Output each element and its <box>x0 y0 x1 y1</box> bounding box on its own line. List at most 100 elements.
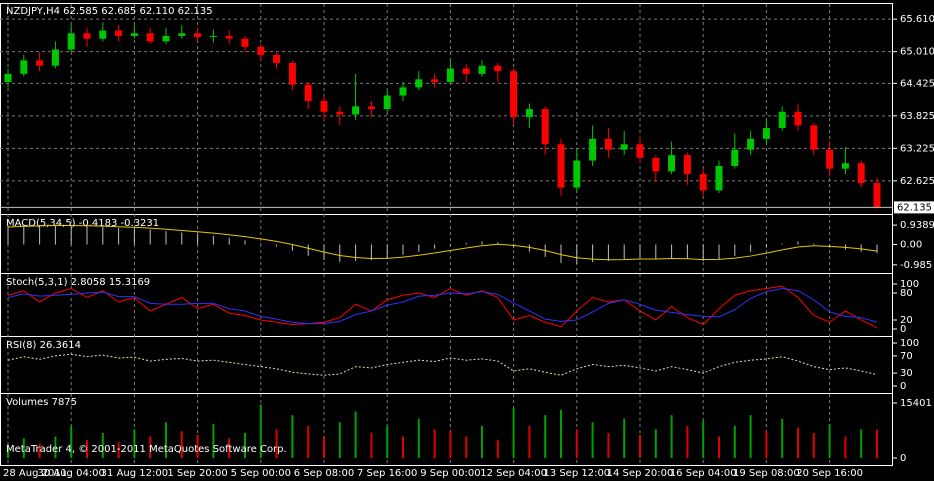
rsi-line <box>7 353 878 376</box>
x-tick-label: 5 Sep 00:00 <box>231 468 291 479</box>
chart-frame <box>0 3 893 466</box>
candle-body <box>115 30 123 36</box>
candle-body <box>4 73 12 82</box>
y-tick-label: 70 <box>900 351 913 362</box>
candle-body <box>67 33 75 50</box>
candle-body <box>178 33 186 36</box>
footer: MetaTrader 4, © 2001-2011 MetaQuotes Sof… <box>6 444 287 455</box>
candle-body <box>288 63 296 85</box>
y-tick-label: 0.9389 <box>900 220 934 231</box>
y-tick-label: 20 <box>900 315 913 326</box>
candle-body <box>462 68 470 74</box>
candle-body <box>209 35 217 38</box>
candle-body <box>794 111 802 126</box>
candle-body <box>636 144 644 158</box>
candle-body <box>241 38 249 47</box>
candle-body <box>525 109 533 118</box>
candle-body <box>83 33 91 39</box>
candle-body <box>446 68 454 82</box>
candle-body <box>383 95 391 110</box>
candle-body <box>541 109 549 145</box>
candle-body <box>589 138 597 161</box>
y-tick-label: 64.425 <box>900 78 934 89</box>
pane-title: RSI(8) 26.3614 <box>6 340 81 351</box>
x-tick-label: 20 Sep 16:00 <box>796 468 863 479</box>
candle-body <box>857 163 865 184</box>
y-tick-label: 0.00 <box>900 240 922 251</box>
candle-body <box>51 49 59 66</box>
candle-body <box>841 163 849 169</box>
candle-body <box>731 149 739 166</box>
x-tick-label: 13 Sep 12:00 <box>543 468 610 479</box>
candle-body <box>778 111 786 129</box>
y-tick-label: 65.610 <box>900 14 934 25</box>
x-tick-label: 19 Sep 08:00 <box>733 468 800 479</box>
pane-title: Stoch(5,3,1) 2.8058 15.3169 <box>6 277 150 288</box>
y-tick-label: 80 <box>900 288 913 299</box>
x-tick-label: 6 Sep 08:00 <box>294 468 354 479</box>
y-tick-label: 63.825 <box>900 111 934 122</box>
candle-body <box>494 65 502 72</box>
candle-body <box>130 33 138 36</box>
candle-body <box>620 144 628 150</box>
y-tick-label: 0 <box>900 324 906 335</box>
y-tick-label: 100 <box>900 338 919 349</box>
pane-title: MACD(5,34,5) -0.4183 -0.3231 <box>6 218 159 229</box>
candle-body <box>810 125 818 150</box>
candle-body <box>20 60 28 74</box>
candle-body <box>352 106 360 115</box>
signal-line <box>7 225 878 261</box>
last-price-box <box>894 201 934 214</box>
candle-body <box>478 65 486 74</box>
candle-body <box>557 144 565 188</box>
candle-body <box>194 33 202 38</box>
y-tick-label: 0 <box>900 381 906 392</box>
y-tick-label: 65.010 <box>900 47 934 58</box>
candle-body <box>683 155 691 175</box>
candle-body <box>257 46 265 55</box>
candle-body <box>99 30 107 39</box>
candle-body <box>415 79 423 88</box>
y-tick-label: 15401 <box>900 398 932 409</box>
candle-body <box>510 71 518 118</box>
candle-body <box>36 60 44 66</box>
last-price-label: 62.135 <box>897 202 932 213</box>
x-tick-label: 28 Aug 2011 <box>3 468 67 479</box>
x-tick-label: 31 Aug 12:00 <box>101 468 168 479</box>
candle-body <box>699 174 707 191</box>
candle-body <box>431 79 439 82</box>
y-tick-label: 63.225 <box>900 143 934 154</box>
candle-body <box>367 106 375 110</box>
candle-body <box>304 84 312 101</box>
candle-body <box>573 160 581 188</box>
y-tick-label: 30 <box>900 368 913 379</box>
candle-body <box>826 149 834 169</box>
y-tick-label: 100 <box>900 279 919 290</box>
candle-body <box>668 155 676 172</box>
x-tick-label: 30 Aug 04:00 <box>37 468 104 479</box>
candle-body <box>762 128 770 139</box>
x-tick-label: 7 Sep 16:00 <box>357 468 417 479</box>
y-tick-label: 0 <box>900 453 906 464</box>
pane-title: Volumes 7875 <box>6 397 77 408</box>
x-tick-label: 16 Sep 04:00 <box>670 468 737 479</box>
candle-body <box>336 111 344 115</box>
y-tick-label: 62.625 <box>900 176 934 187</box>
candle-body <box>715 165 723 191</box>
candle-body <box>146 33 154 42</box>
candle-body <box>225 35 233 39</box>
stoch-line <box>7 287 878 325</box>
y-tick-label: -0.985 <box>900 260 932 271</box>
candle-body <box>747 138 755 150</box>
x-tick-label: 12 Sep 04:00 <box>480 468 547 479</box>
x-tick-label: 1 Sep 20:00 <box>167 468 227 479</box>
stoch-line <box>7 285 878 329</box>
candle-body <box>652 157 660 172</box>
candle-body <box>273 54 281 64</box>
x-tick-label: 9 Sep 00:00 <box>420 468 480 479</box>
candle-body <box>162 35 170 42</box>
candle-body <box>320 100 328 112</box>
candle-body <box>604 138 612 150</box>
pane-title: NZDJPY,H4 62.585 62.685 62.110 62.135 <box>6 6 213 17</box>
